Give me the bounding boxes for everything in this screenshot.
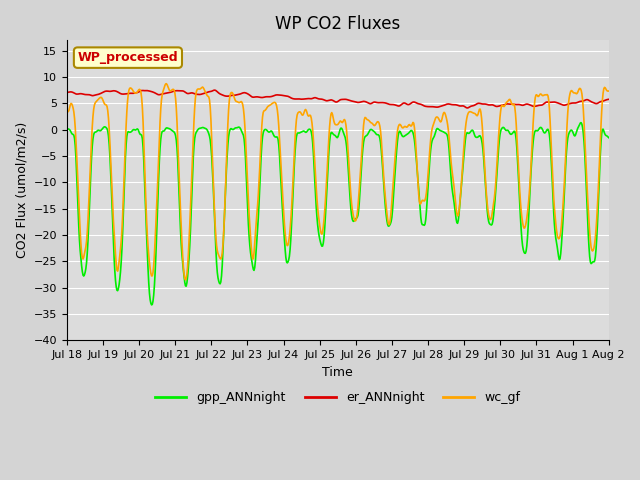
wc_gf xyxy=(395,122,403,128)
gpp_ANNnight xyxy=(605,135,612,141)
Y-axis label: CO2 Flux (umol/m2/s): CO2 Flux (umol/m2/s) xyxy=(15,122,28,258)
gpp_ANNnight xyxy=(274,136,282,142)
er_ANNnight xyxy=(63,90,70,96)
gpp_ANNnight xyxy=(148,302,156,308)
er_ANNnight xyxy=(425,104,433,109)
gpp_ANNnight xyxy=(127,129,134,135)
Text: WP_processed: WP_processed xyxy=(77,51,179,64)
wc_gf xyxy=(228,90,236,96)
gpp_ANNnight xyxy=(394,132,402,138)
Line: wc_gf: wc_gf xyxy=(67,84,609,280)
er_ANNnight xyxy=(127,90,134,96)
gpp_ANNnight xyxy=(63,126,70,132)
Line: gpp_ANNnight: gpp_ANNnight xyxy=(67,123,609,305)
gpp_ANNnight xyxy=(425,174,433,180)
gpp_ANNnight xyxy=(577,120,585,126)
er_ANNnight xyxy=(211,87,218,93)
er_ANNnight xyxy=(394,103,402,109)
er_ANNnight xyxy=(274,92,282,98)
gpp_ANNnight xyxy=(253,227,261,232)
er_ANNnight xyxy=(227,93,234,98)
wc_gf xyxy=(182,277,189,283)
gpp_ANNnight xyxy=(227,126,234,132)
Legend: gpp_ANNnight, er_ANNnight, wc_gf: gpp_ANNnight, er_ANNnight, wc_gf xyxy=(150,386,525,409)
wc_gf xyxy=(275,123,283,129)
er_ANNnight xyxy=(253,94,261,100)
er_ANNnight xyxy=(463,105,471,111)
wc_gf xyxy=(63,108,70,113)
wc_gf xyxy=(605,88,612,94)
wc_gf xyxy=(163,81,170,86)
Line: er_ANNnight: er_ANNnight xyxy=(67,90,609,108)
Title: WP CO2 Fluxes: WP CO2 Fluxes xyxy=(275,15,401,33)
er_ANNnight xyxy=(605,96,612,102)
wc_gf xyxy=(127,85,134,91)
X-axis label: Time: Time xyxy=(323,366,353,379)
wc_gf xyxy=(255,192,262,198)
wc_gf xyxy=(426,155,433,160)
